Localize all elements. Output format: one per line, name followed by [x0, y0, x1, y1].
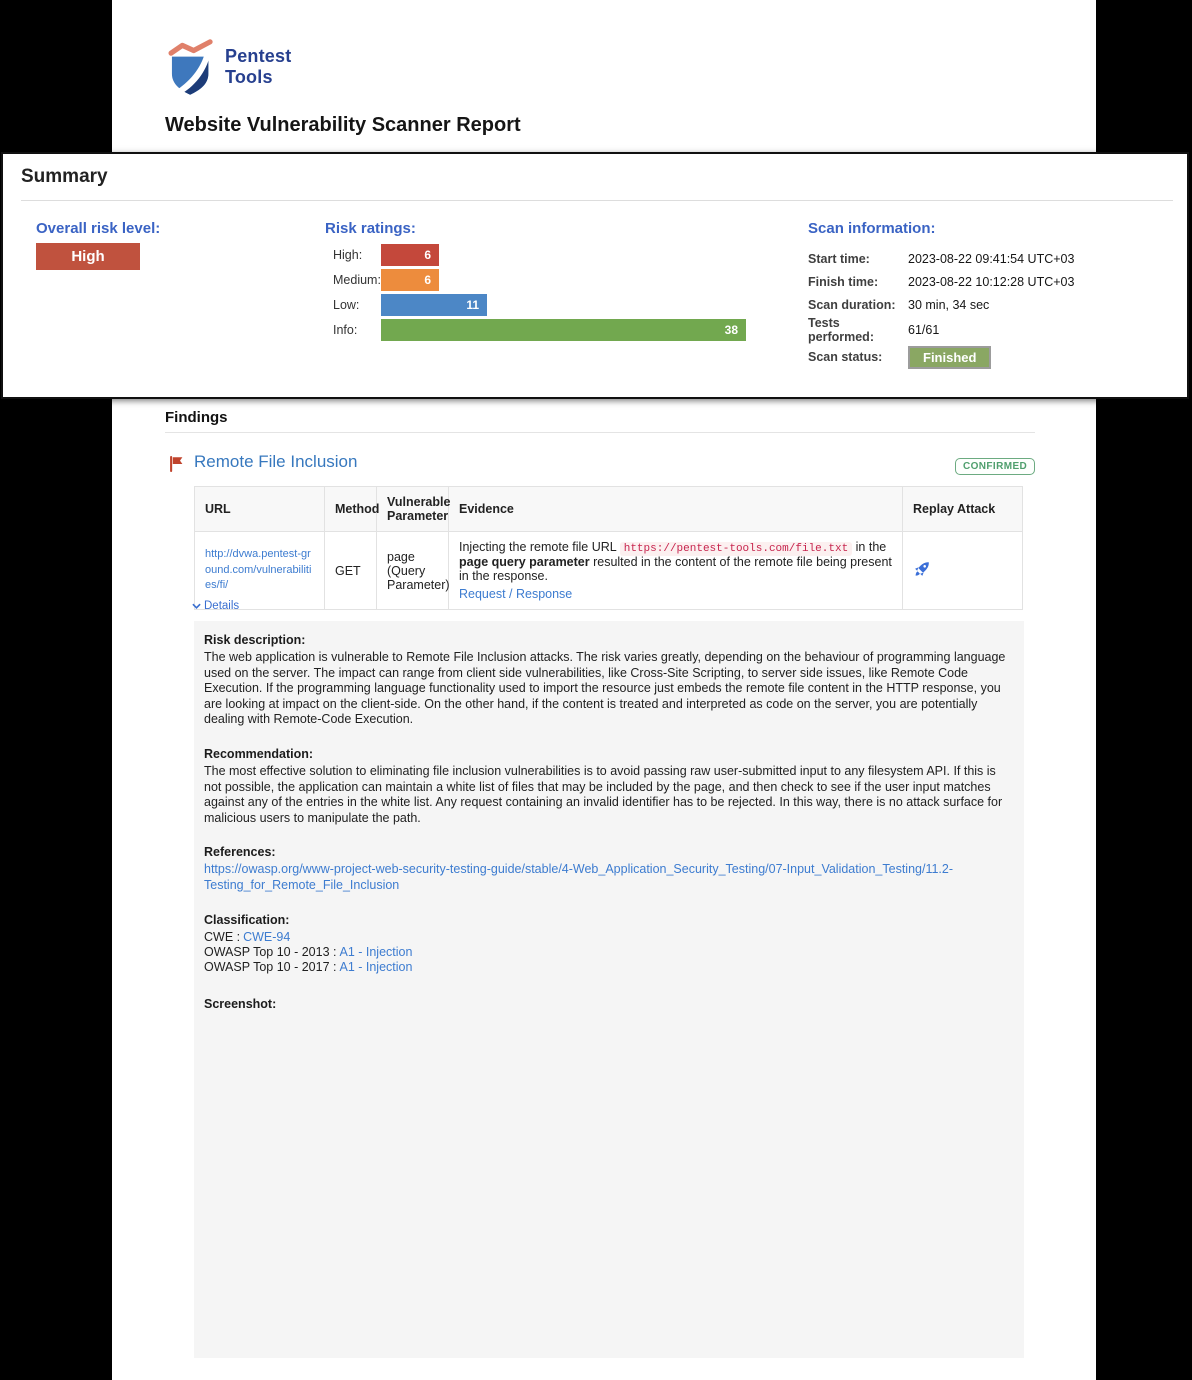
table-header-row: URL Method Vulnerable Parameter Evidence… — [194, 486, 1023, 532]
scan-label-duration: Scan duration: — [808, 297, 896, 312]
method-cell: GET — [324, 531, 377, 610]
scan-information-label: Scan information: — [808, 220, 936, 237]
brand-logo: Pentest Tools — [165, 38, 291, 101]
scan-label-status: Scan status: — [808, 349, 883, 364]
references-heading: References: — [204, 845, 276, 860]
page-title: Website Vulnerability Scanner Report — [165, 114, 521, 136]
risk-ratings-label: Risk ratings: — [325, 220, 416, 237]
status-badge-confirmed: CONFIRMED — [955, 458, 1036, 475]
scan-value-tests-performed: 61/61 — [908, 323, 940, 337]
cwe-link[interactable]: CWE-94 — [243, 929, 291, 944]
summary-section: Summary Overall risk level: High Risk ra… — [1, 152, 1189, 399]
risk-description-text: The web application is vulnerable to Rem… — [204, 650, 1006, 727]
details-toggle[interactable]: Details — [192, 600, 239, 612]
bar-value-high: 6 — [424, 248, 431, 262]
bar-label-medium: Medium: — [333, 273, 381, 287]
evidence-text: Injecting the remote file URL — [459, 540, 620, 554]
chevron-down-icon — [192, 603, 201, 609]
scan-information-block: Scan information: Start time: 2023-08-22… — [808, 220, 1074, 369]
screenshot-heading: Screenshot: — [204, 996, 277, 1011]
brand-line2: Tools — [225, 67, 273, 87]
scan-value-finish-time: 2023-08-22 10:12:28 UTC+03 — [908, 274, 1075, 289]
red-flag-icon — [168, 455, 184, 478]
classification-row-owasp-2013: OWASP Top 10 - 2013 : A1 - Injection — [204, 945, 1014, 960]
owasp-2017-label: OWASP Top 10 - 2017 : — [204, 959, 337, 974]
scan-status-badge: Finished — [908, 346, 992, 369]
scan-label-finish-time: Finish time: — [808, 274, 879, 289]
table-row: http://dvwa.pentest-ground.com/vulnerabi… — [194, 531, 1023, 610]
rocket-icon[interactable] — [913, 560, 931, 581]
owasp-2017-link[interactable]: A1 - Injection — [339, 959, 413, 974]
evidence-code-snippet: https://pentest-tools.com/file.txt — [619, 542, 853, 556]
details-toggle-label: Details — [204, 600, 240, 612]
scan-row-status: Scan status: Finished — [808, 344, 1074, 369]
target-url-link[interactable]: http://dvwa.pentest-ground.com/vulnerabi… — [205, 547, 312, 592]
brand-line1: Pentest — [225, 46, 292, 66]
owasp-2013-link[interactable]: A1 - Injection — [339, 944, 413, 959]
scan-row-finish-time: Finish time: 2023-08-22 10:12:28 UTC+03 — [808, 270, 1074, 293]
col-header-url: URL — [194, 486, 325, 532]
bar-medium: 6 — [381, 269, 439, 291]
summary-heading: Summary — [21, 166, 108, 187]
recommendation-text: The most effective solution to eliminati… — [204, 763, 1003, 825]
evidence-text-mid: in the — [852, 540, 887, 554]
risk-bar-row-high: High: 6 — [325, 244, 746, 266]
cwe-label: CWE : — [204, 929, 241, 944]
risk-ratings-block: Risk ratings: High: 6 Medium: 6 Low: 11 … — [325, 220, 746, 344]
classification-row-owasp-2017: OWASP Top 10 - 2017 : A1 - Injection — [204, 960, 1014, 975]
finding-table: URL Method Vulnerable Parameter Evidence… — [194, 486, 1023, 610]
scan-value-start-time: 2023-08-22 09:41:54 UTC+03 — [908, 251, 1075, 266]
bar-label-high: High: — [333, 248, 363, 262]
pentest-tools-shield-icon — [165, 38, 217, 101]
col-header-replay-attack: Replay Attack — [902, 486, 1023, 532]
request-response-link[interactable]: Request / Response — [459, 587, 573, 601]
overall-risk-label: Overall risk level: — [36, 220, 161, 237]
summary-divider — [21, 200, 1173, 201]
scan-label-tests-performed: Tests performed: — [808, 316, 874, 344]
overall-risk-badge: High — [36, 243, 140, 270]
bar-label-low: Low: — [333, 298, 360, 312]
finding-details-panel: Risk description: The web application is… — [194, 621, 1024, 1358]
bar-high: 6 — [381, 244, 439, 266]
bar-value-medium: 6 — [424, 273, 431, 287]
scan-row-start-time: Start time: 2023-08-22 09:41:54 UTC+03 — [808, 247, 1074, 270]
risk-description-heading: Risk description: — [204, 633, 306, 647]
bar-value-low: 11 — [466, 298, 479, 312]
col-header-vulnerable-parameter: Vulnerable Parameter — [376, 486, 450, 532]
vulnerable-parameter-cell: page (Query Parameter) — [376, 531, 450, 610]
evidence-text-suffix: resulted in the content of the remote fi… — [459, 555, 892, 583]
bar-low: 11 — [381, 294, 487, 316]
bar-value-info: 38 — [724, 323, 738, 337]
evidence-cell: Injecting the remote file URL https://pe… — [448, 531, 903, 610]
bar-info: 38 — [381, 319, 746, 341]
replay-attack-cell — [902, 531, 1023, 610]
owasp-2013-label: OWASP Top 10 - 2013 : — [204, 944, 337, 959]
scan-row-duration: Scan duration: 30 min, 34 sec — [808, 293, 1074, 316]
finding-title: Remote File Inclusion — [194, 452, 358, 471]
col-header-evidence: Evidence — [448, 486, 903, 532]
classification-row-cwe: CWE : CWE-94 — [204, 930, 1014, 945]
url-cell: http://dvwa.pentest-ground.com/vulnerabi… — [194, 531, 325, 610]
recommendation-heading: Recommendation: — [204, 746, 314, 761]
evidence-text-bold: page query parameter — [459, 555, 590, 569]
overall-risk-block: Overall risk level: High — [36, 220, 160, 270]
col-header-method: Method — [324, 486, 379, 532]
scan-label-start-time: Start time: — [808, 251, 870, 266]
risk-bar-row-medium: Medium: 6 — [325, 269, 746, 291]
brand-name: Pentest Tools — [225, 46, 291, 88]
classification-heading: Classification: — [204, 912, 290, 927]
risk-bar-row-info: Info: 38 — [325, 319, 746, 341]
risk-ratings-chart: High: 6 Medium: 6 Low: 11 Info: 38 — [325, 244, 746, 341]
findings-heading: Findings — [165, 409, 228, 426]
reference-link[interactable]: https://owasp.org/www-project-web-securi… — [204, 862, 954, 892]
scan-row-tests-performed: Tests performed: 61/61 — [808, 316, 1074, 344]
findings-divider — [165, 432, 1035, 433]
bar-label-info: Info: — [333, 323, 358, 337]
scan-value-duration: 30 min, 34 sec — [908, 297, 990, 312]
risk-bar-row-low: Low: 11 — [325, 294, 746, 316]
